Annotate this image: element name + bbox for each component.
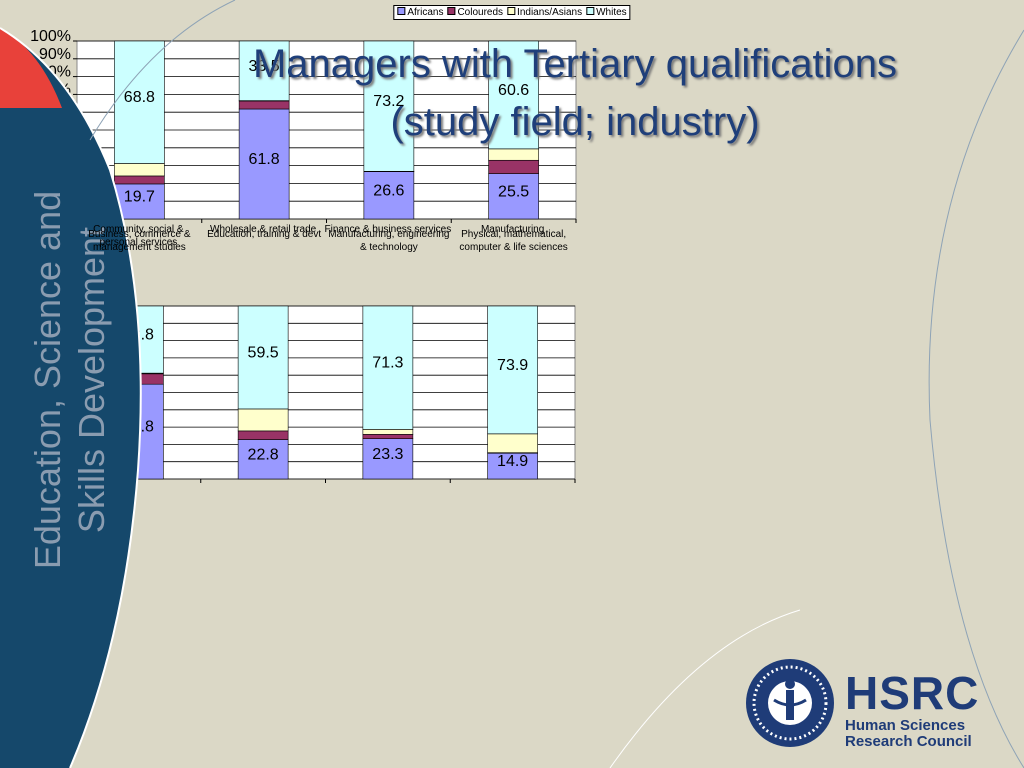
bar-segment (237, 439, 289, 480)
data-label: 23.3 (372, 446, 403, 463)
side-line: Education, Science and (27, 190, 68, 570)
side-panel (0, 28, 141, 768)
bar-segment (114, 40, 165, 164)
data-label: 60.6 (498, 82, 529, 99)
data-label: 71.3 (372, 355, 403, 372)
bar-segment (114, 183, 165, 220)
bar-segment (362, 438, 414, 480)
legend-swatch (507, 7, 516, 15)
legend-swatch (586, 7, 595, 15)
legend-label: Indians/Asians (517, 7, 583, 18)
bar-segment (488, 173, 539, 220)
legend-item: Indians/Asians (507, 7, 582, 18)
bar-segment (363, 40, 415, 172)
y-tick-label: 100% (30, 28, 71, 45)
bar-segment (488, 40, 539, 150)
data-label: 33.5 (249, 58, 280, 75)
bar-segment (238, 40, 290, 101)
legend-item: Africans (397, 7, 443, 18)
data-label: 25.5 (498, 183, 529, 200)
data-label: 68.8 (124, 89, 155, 106)
data-label: 19.7 (124, 188, 155, 205)
legend-label: Africans (407, 7, 444, 18)
legend-label: Coloureds (457, 7, 504, 18)
bar-segment (363, 171, 415, 220)
legend-swatch (397, 7, 406, 15)
x-tick-label: Community, social & personal services (93, 224, 184, 248)
arc (609, 609, 801, 768)
data-label: 59.5 (248, 344, 279, 361)
x-tick-label: Wholesale & retail trade (210, 224, 317, 235)
slide-title: Managers with Tertiary qualifications (252, 42, 897, 86)
x-tick-label: Manufacturing, engineering & technology (328, 229, 450, 253)
legend-label: Whites (596, 7, 627, 18)
red-corner (0, 28, 62, 108)
data-label: 14.9 (497, 453, 528, 470)
arc (89, 0, 236, 141)
data-label: 73.2 (373, 93, 404, 110)
arc (928, 29, 1024, 768)
x-tick-label: Physical, mathematical, computer & life … (459, 229, 568, 253)
data-label: 22.8 (248, 446, 279, 463)
data-label: 26.6 (373, 182, 404, 199)
y-tick-label: 90% (39, 46, 71, 63)
bar-segment (487, 452, 538, 480)
bar-segment (238, 108, 290, 220)
logo-line: Research Council (845, 733, 972, 750)
bar-segment (487, 305, 538, 435)
arc (0, 27, 142, 768)
legend-item: Whites (586, 7, 627, 18)
slide-title: (study field; industry) (390, 100, 760, 144)
bar-segment (362, 305, 414, 430)
legend: Africans Coloureds Indians/Asians Whites (393, 5, 631, 20)
bar-segment (237, 305, 289, 410)
data-label: 61.8 (249, 151, 280, 168)
x-tick-label: Education, training & devt (207, 229, 322, 240)
logo-mark (746, 659, 834, 747)
x-tick-label: Finance & business services (324, 224, 452, 235)
legend-swatch (447, 7, 456, 15)
x-tick-label: Manufacturing (480, 224, 545, 235)
x-tick-label: Business, commerce & management studies (88, 229, 191, 253)
logo-line: Human Sciences (845, 717, 966, 734)
data-label: 73.9 (497, 357, 528, 374)
logo-name: HSRC (845, 667, 980, 719)
legend-item: Coloureds (447, 7, 503, 18)
